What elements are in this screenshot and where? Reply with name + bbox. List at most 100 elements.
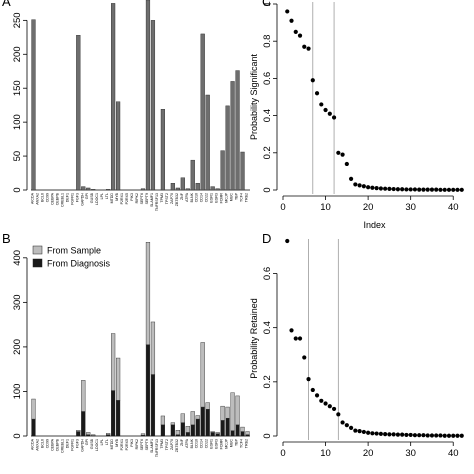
bar [215,188,220,191]
bar-from-sample [86,432,91,435]
bar-from-sample [220,405,225,421]
bar [205,94,210,191]
data-point [442,433,447,438]
x-tick-label: TBP [235,192,239,200]
bar-from-sample [200,342,205,408]
bar-from-sample [190,411,195,426]
x-tick-label: ZNF [180,438,184,446]
x-axis-title: Index [363,220,386,230]
x-tick-label: GPI [85,193,89,199]
x-tick-label: PIK3 [130,193,134,201]
data-point [383,432,388,437]
data-point [323,107,328,113]
bar-from-diagnosis [230,430,235,437]
data-point [412,187,418,192]
bar-from-diagnosis [145,344,151,437]
data-point [340,152,345,157]
y-tick-label: 0.6 [262,267,273,280]
x-tick-label: SEPT6 [140,439,144,450]
x-tick-label: EGR1 [210,439,214,449]
x-tick-label: LTL [105,193,109,199]
x-tick-label: MTDD [110,193,114,204]
data-point [455,187,460,192]
data-point [353,182,358,187]
bar-from-diagnosis [180,422,185,437]
bar-from-diagnosis [190,424,195,437]
data-point [446,187,452,192]
bar [116,101,121,191]
x-tick-label: P2RX1 [120,193,124,204]
x-tick-label: CD22 [205,439,209,448]
data-point [314,91,320,96]
bar [160,109,165,191]
bar-from-diagnosis [205,409,210,437]
data-point [400,432,405,437]
bar-from-sample [91,434,96,436]
x-tick-label: EGR3 [215,439,219,449]
data-point [344,423,349,428]
x-tick-label: EGR1 [210,193,214,203]
panel-letter-a: A [2,0,11,9]
y-tick-label: 0.2 [262,375,273,388]
bar [111,3,116,191]
data-point [404,187,409,192]
x-tick-label: FCMR [220,439,224,450]
chart-panel-b: 0 100 200 300 400 AICDA ANXA2 BCL6 CD99 CEBPA CEBP… [12,242,250,457]
x-tick-label: CD14 [200,439,204,448]
bar-from-sample [150,321,156,375]
bar [106,189,111,191]
data-point [366,430,371,435]
data-point [425,433,430,438]
x-tick-label: DEF1 [65,193,69,202]
bar-from-sample [175,430,180,435]
y-tick-label: 100 [12,384,23,400]
x-tick-label: ZAP70 [170,193,174,204]
x-tick-label: ANXA2 [35,439,39,451]
y-tick-label: 0.4 [262,321,273,334]
data-point [412,433,418,438]
bar-from-diagnosis [81,411,86,437]
y-tick-label: 100 [12,114,23,130]
data-point [336,150,341,155]
data-point [404,432,409,438]
x-tick-label: CEBPA [50,438,54,451]
x-tick-label: RIPK2 [135,193,139,203]
x-tick-label: P2RX5 [125,439,129,450]
bar [140,188,146,191]
x-tick-label: MYB [115,192,119,200]
data-point [361,429,366,435]
x-tick-label: SEPT6 [140,193,144,204]
data-point [374,186,379,191]
data-point [429,433,435,438]
data-point [353,428,358,433]
y-tick-label: 300 [12,294,23,310]
x-tick-label: ZBTB32 [175,193,179,206]
x-tick-label: SEPT9 [145,193,149,204]
x-tick-label: BLNK [190,438,194,448]
data-point [434,187,439,192]
x-tick-label: TPM3 [160,193,164,203]
x-tick-label: BCL6 [40,439,44,448]
data-point [310,78,315,83]
legend-swatch-from-sample [32,245,43,255]
x-tick-label: GUSB [90,192,94,203]
data-point [319,398,324,403]
data-point [331,115,337,120]
x-tick-label: BCL6 [40,193,44,202]
x-tick-label: FGF3 [75,193,79,202]
bar-from-sample [235,395,240,426]
data-point [344,161,349,167]
data-point [302,355,307,360]
data-point [434,433,439,438]
data-point [297,336,303,341]
bar-from-sample [205,402,210,410]
bar [86,187,91,191]
x-tick-label: LPL [100,193,104,199]
data-point [370,431,375,436]
data-point [395,187,401,192]
x-tick-label: CREBL1 [60,439,64,453]
data-point [302,44,307,49]
bar-from-sample [210,431,215,433]
bar-from-sample [230,392,235,431]
x-tick-label: 0 [280,202,285,213]
